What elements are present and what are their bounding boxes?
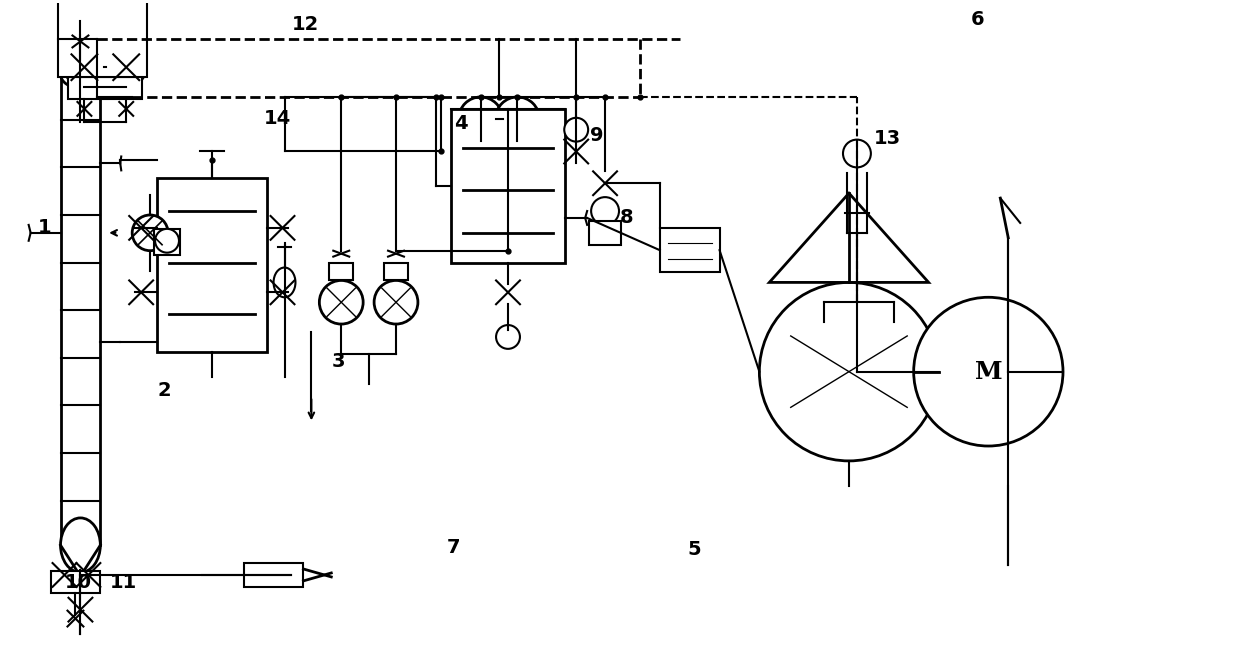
Bar: [61, 74, 100, 545]
Text: 7: 7: [447, 538, 460, 557]
Circle shape: [374, 281, 418, 324]
Bar: [589, 221, 621, 245]
Circle shape: [913, 297, 1063, 446]
Circle shape: [64, 48, 104, 87]
Circle shape: [320, 281, 363, 324]
Bar: [71, 21, 90, 36]
Bar: [68, 77, 142, 99]
Text: 13: 13: [873, 128, 901, 148]
Text: 10: 10: [64, 573, 92, 592]
Bar: [451, 109, 565, 263]
Bar: [384, 263, 408, 281]
Text: 1: 1: [37, 218, 51, 237]
Bar: [660, 228, 720, 273]
Circle shape: [496, 325, 520, 349]
Circle shape: [843, 140, 871, 167]
Bar: [51, 571, 100, 592]
Text: 12: 12: [291, 15, 318, 34]
Circle shape: [458, 97, 503, 140]
Bar: [157, 178, 266, 352]
Bar: [57, 0, 147, 77]
Ellipse shape: [274, 267, 295, 297]
Bar: [330, 263, 353, 281]
Text: 2: 2: [157, 381, 171, 401]
Text: 5: 5: [688, 540, 701, 559]
Circle shape: [155, 229, 178, 253]
Text: 9: 9: [590, 126, 603, 144]
Text: 8: 8: [620, 208, 633, 227]
Ellipse shape: [760, 283, 939, 461]
Circle shape: [591, 197, 620, 225]
Ellipse shape: [61, 60, 100, 88]
Bar: [114, 32, 139, 48]
Circle shape: [564, 118, 589, 142]
Circle shape: [133, 215, 169, 251]
Ellipse shape: [61, 518, 100, 573]
Text: 14: 14: [264, 109, 291, 128]
Bar: [154, 229, 180, 255]
Circle shape: [107, 48, 146, 87]
Polygon shape: [769, 193, 928, 283]
Bar: [72, 32, 97, 48]
Bar: [244, 563, 304, 587]
Circle shape: [496, 97, 539, 140]
Text: M: M: [975, 359, 1002, 384]
Text: 4: 4: [453, 114, 467, 132]
Text: 6: 6: [970, 9, 984, 28]
Text: 3: 3: [331, 352, 344, 371]
Text: 11: 11: [110, 573, 138, 592]
